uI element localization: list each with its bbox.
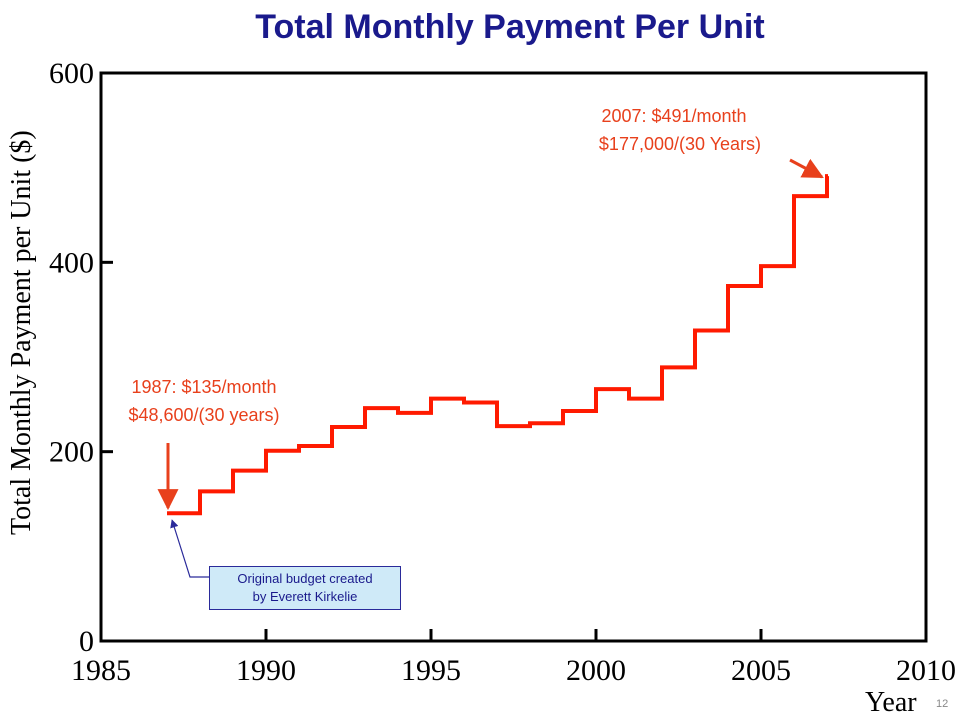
y-tick-label: 200 <box>49 436 94 469</box>
plot-frame <box>99 71 928 643</box>
slide-number: 12 <box>936 698 949 710</box>
note-line-2: by Everett Kirkelie <box>252 589 358 604</box>
x-tick-label: 2005 <box>731 654 791 687</box>
series-line <box>167 174 829 516</box>
y-axis-title: Total Monthly Payment per Unit ($) <box>6 130 37 535</box>
x-axis-title: Year <box>865 687 917 718</box>
annotation-1987-line2: $48,600/(30 years) <box>128 405 279 425</box>
chart-title: Total Monthly Payment Per Unit <box>255 8 765 46</box>
x-tick-label: 1990 <box>236 654 296 687</box>
x-tick-label: 2000 <box>566 654 626 687</box>
annotation-2007-line2: $177,000/(30 Years) <box>599 134 761 154</box>
y-tick-label: 600 <box>49 57 94 90</box>
annotation-2007-line1: 2007: $491/month <box>601 106 746 126</box>
y-tick-label: 0 <box>79 625 94 658</box>
annotation-1987-line1: 1987: $135/month <box>131 377 276 397</box>
note-connector <box>170 519 209 578</box>
note-line-1: Original budget created <box>237 571 373 586</box>
budget-note-box: Original budget created by Everett Kirke… <box>209 566 401 610</box>
annotation-2007-arrow <box>789 158 824 179</box>
y-tick-label: 400 <box>49 246 94 279</box>
x-tick-label: 2010 <box>896 654 956 687</box>
x-tick-label: 1985 <box>71 654 131 687</box>
x-tick-label: 1995 <box>401 654 461 687</box>
